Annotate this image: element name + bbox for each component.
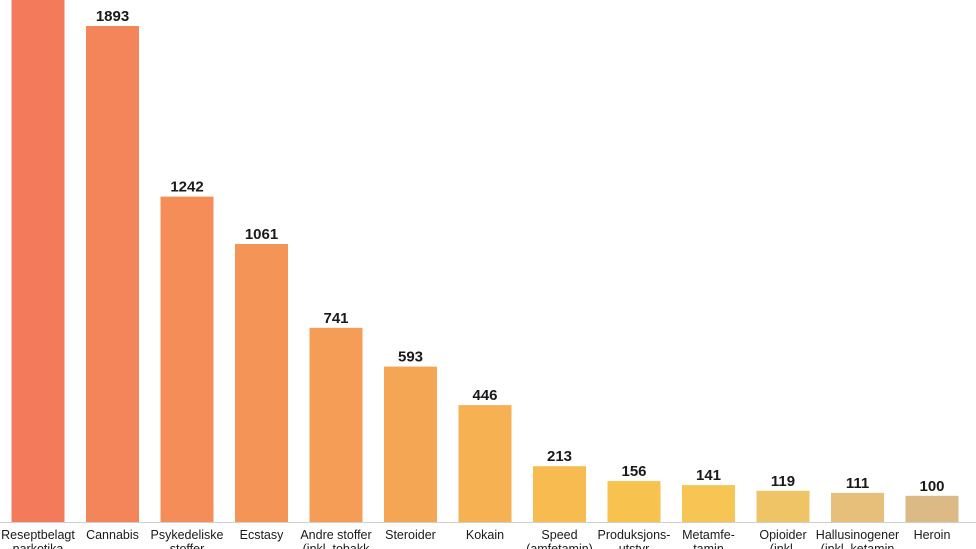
category-label: Heroin xyxy=(914,528,951,542)
category-label-line: Ecstasy xyxy=(240,528,285,542)
bar-value-label: 119 xyxy=(771,473,795,490)
bar xyxy=(905,495,959,522)
category-label-line: (inkl. xyxy=(770,542,796,549)
category-label-line: (inkl. tobakk xyxy=(303,542,370,549)
category-label-line: Kokain xyxy=(466,528,504,542)
bar-value-label: 1061 xyxy=(245,226,278,243)
category-labels-group: Reseptbelagt narkotika Cannabis Psykedelisk… xyxy=(1,528,950,549)
bar xyxy=(607,481,661,522)
category-label: Metamfe-tamin xyxy=(682,528,735,549)
category-label-line: Andre stoffer xyxy=(300,528,371,542)
category-label: Produksjons-utstyr xyxy=(598,528,671,549)
bar xyxy=(756,490,810,522)
category-label: Opioider (inkl. xyxy=(759,528,806,549)
category-label-line: Steroider xyxy=(385,528,436,542)
category-label-line: Psykedeliske xyxy=(151,528,224,542)
category-label: Cannabis xyxy=(86,528,139,542)
category-label: Speed (amfetamin) xyxy=(526,528,593,549)
bar-value-label: 593 xyxy=(398,349,423,366)
category-label: Reseptbelagt narkotika xyxy=(1,528,75,549)
bar xyxy=(86,26,139,522)
bar xyxy=(160,196,214,522)
category-label-line: (amfetamin) xyxy=(526,542,593,549)
bar xyxy=(384,366,437,522)
value-labels-group: 1893 1242 1061 741 593 446 213 156 141 119 111 100 xyxy=(96,8,945,495)
category-label: Ecstasy xyxy=(240,528,285,542)
category-label: Hallusinogener (inkl. ketamin xyxy=(816,528,899,549)
category-label-line: stoffer xyxy=(170,542,205,549)
bar xyxy=(235,244,288,522)
bars-group xyxy=(11,0,959,522)
bar-value-label: 100 xyxy=(919,478,944,495)
category-label: Psykedeliske stoffer xyxy=(151,528,224,549)
category-label-line: Metamfe- xyxy=(682,528,735,542)
category-label-line: narkotika xyxy=(13,542,64,549)
bar-value-label: 141 xyxy=(696,467,721,484)
category-label-line: Hallusinogener xyxy=(816,528,899,542)
category-label-line: Reseptbelagt xyxy=(1,528,75,542)
bar xyxy=(831,492,884,522)
bar xyxy=(533,466,586,522)
bar-value-label: 446 xyxy=(472,387,497,404)
category-label: Kokain xyxy=(466,528,504,542)
bar-value-label: 741 xyxy=(323,310,348,327)
category-label-line: (inkl. ketamin xyxy=(821,542,895,549)
category-label-line: Speed xyxy=(541,528,577,542)
category-label-line: Cannabis xyxy=(86,528,139,542)
bar xyxy=(11,0,65,522)
bar xyxy=(458,405,512,522)
category-label: Andre stoffer (inkl. tobakk xyxy=(300,528,371,549)
category-label-line: Heroin xyxy=(914,528,951,542)
category-label-line: Opioider xyxy=(759,528,806,542)
bar-value-label: 1242 xyxy=(170,179,203,196)
category-label-line: Produksjons- xyxy=(598,528,671,542)
bar-value-label: 156 xyxy=(621,463,646,480)
category-label-line: utstyr xyxy=(619,542,650,549)
bar xyxy=(309,327,363,522)
bar-value-label: 213 xyxy=(547,448,572,465)
bar-value-label: 1893 xyxy=(96,8,129,25)
category-label: Steroider xyxy=(385,528,436,542)
category-label-line: tamin xyxy=(693,542,724,549)
bar-value-label: 111 xyxy=(846,475,869,492)
bar xyxy=(682,485,735,522)
